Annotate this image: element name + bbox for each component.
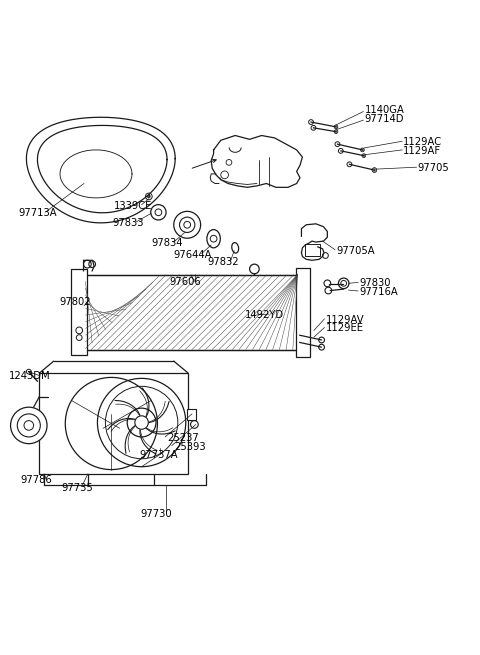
Text: 1339CE: 1339CE	[114, 200, 153, 210]
Text: 97606: 97606	[169, 277, 201, 288]
Text: 97714D: 97714D	[365, 114, 404, 124]
Bar	[296, 267, 310, 357]
Text: 97705A: 97705A	[336, 246, 374, 255]
Text: 97737A: 97737A	[139, 450, 178, 460]
Text: 1129AV: 1129AV	[325, 315, 364, 325]
Circle shape	[250, 264, 259, 274]
Circle shape	[334, 130, 338, 134]
Circle shape	[11, 407, 47, 443]
Text: 97802: 97802	[60, 297, 91, 307]
Circle shape	[334, 125, 338, 129]
Circle shape	[319, 345, 324, 350]
Circle shape	[319, 337, 324, 343]
Text: 97786: 97786	[20, 475, 52, 485]
Circle shape	[372, 168, 377, 172]
Text: 97832: 97832	[207, 257, 239, 267]
Bar	[39, 373, 188, 474]
Circle shape	[147, 195, 150, 198]
Circle shape	[24, 421, 34, 430]
Bar	[85, 274, 298, 350]
Text: 97834: 97834	[152, 238, 183, 248]
Circle shape	[362, 154, 366, 158]
Circle shape	[325, 287, 332, 294]
Circle shape	[360, 148, 364, 152]
Text: 1492YD: 1492YD	[245, 310, 284, 320]
Text: 97730: 97730	[140, 509, 172, 519]
Text: 97713A: 97713A	[18, 208, 57, 218]
Text: 1129AC: 1129AC	[403, 137, 443, 147]
Text: 1140GA: 1140GA	[365, 105, 405, 115]
Text: 25237: 25237	[167, 433, 199, 443]
Bar	[85, 274, 298, 350]
Text: 1243DM: 1243DM	[9, 371, 50, 381]
Text: 1129AF: 1129AF	[403, 146, 441, 156]
Text: 97833: 97833	[112, 218, 144, 228]
Circle shape	[127, 408, 156, 437]
Text: 1129EE: 1129EE	[325, 324, 363, 333]
Circle shape	[135, 416, 148, 429]
Bar	[71, 269, 87, 356]
Circle shape	[324, 280, 331, 287]
Text: 97830: 97830	[359, 278, 391, 288]
Text: 97644A: 97644A	[174, 250, 212, 259]
Text: 97716A: 97716A	[359, 287, 398, 297]
Text: 97705: 97705	[418, 163, 449, 173]
Text: 97735: 97735	[61, 483, 93, 493]
Circle shape	[17, 414, 40, 437]
Text: 25393: 25393	[174, 441, 206, 451]
Bar	[305, 244, 320, 257]
Bar	[187, 409, 196, 420]
